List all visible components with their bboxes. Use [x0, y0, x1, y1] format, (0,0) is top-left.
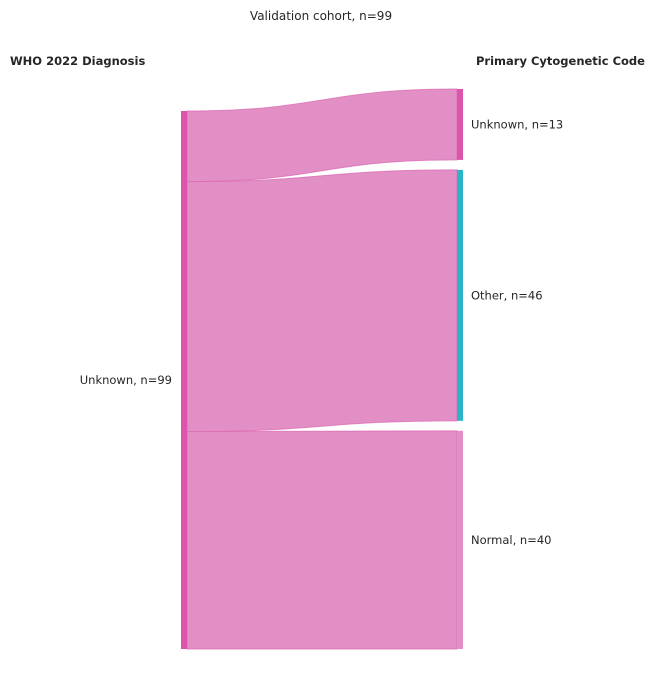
right-column-header: Primary Cytogenetic Code	[476, 54, 645, 68]
labels-layer: Unknown, n=99 Unknown, n=13 Other, n=46 Nor…	[80, 117, 564, 546]
nodes-layer	[181, 89, 463, 649]
node-label-unknown-left: Unknown, n=99	[80, 373, 172, 387]
node-label-unknown-right: Unknown, n=13	[471, 117, 563, 131]
node-bar-unknown-left	[181, 111, 187, 649]
node-label-normal: Normal, n=40	[471, 533, 551, 547]
node-label-other: Other, n=46	[471, 288, 543, 302]
left-column-header: WHO 2022 Diagnosis	[10, 54, 145, 68]
chart-title: Validation cohort, n=99	[250, 9, 392, 23]
node-bar-unknown-right	[457, 89, 463, 160]
node-bar-normal	[457, 430, 463, 649]
flow-link-unknown-right	[186, 88, 458, 183]
links-layer	[186, 88, 458, 650]
flow-link-normal	[186, 430, 458, 650]
node-bar-other	[457, 169, 463, 421]
flow-link-other	[186, 169, 458, 433]
